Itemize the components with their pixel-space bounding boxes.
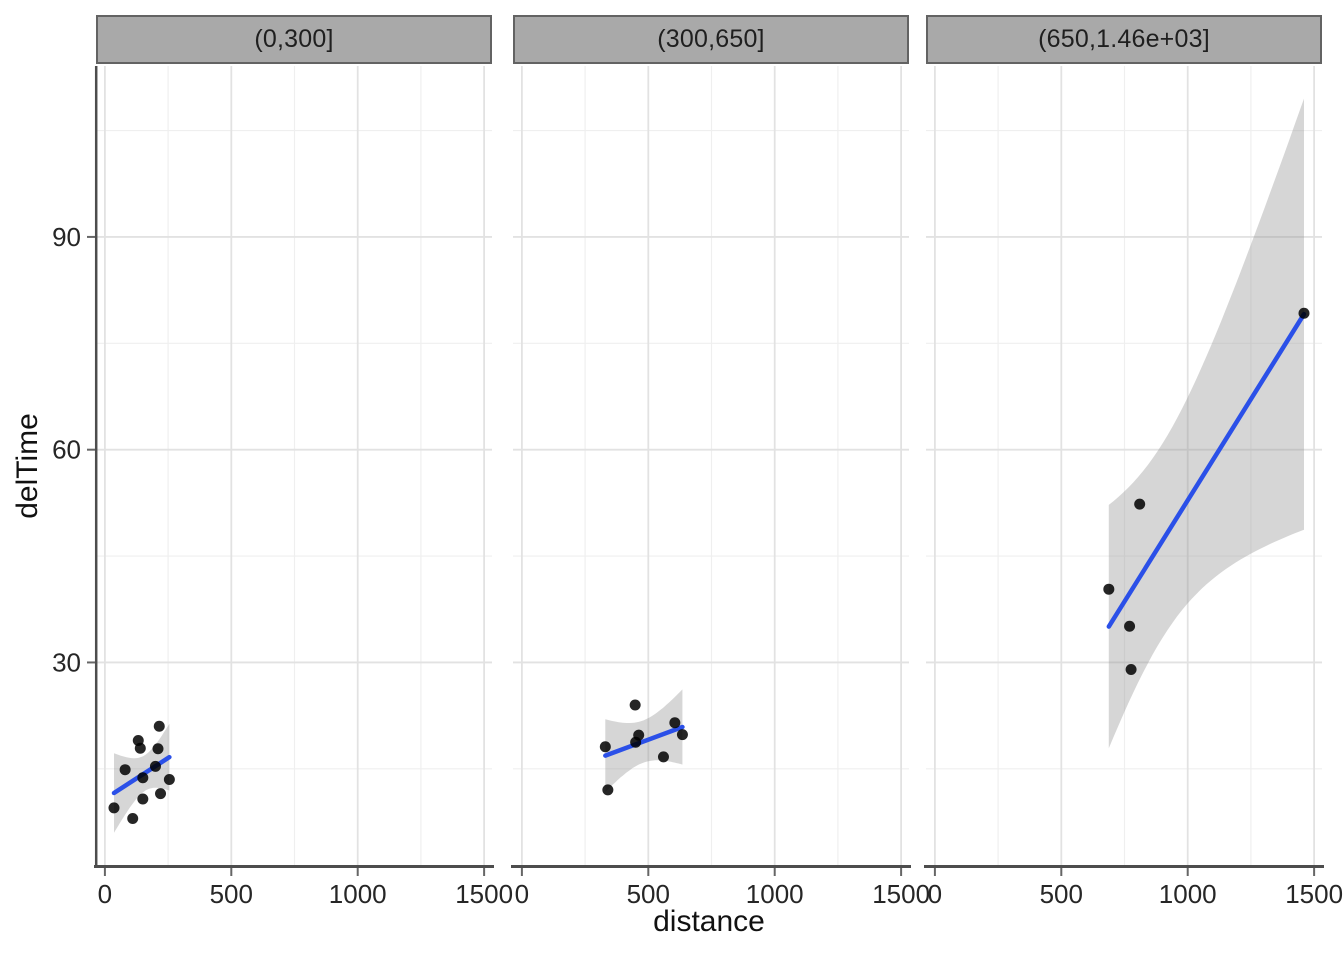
data-point (134, 742, 146, 754)
facet-strip-3: (650,1.46e+03] (926, 15, 1322, 64)
data-point (599, 741, 611, 753)
facet-strip-2: (300,650] (513, 15, 909, 64)
data-point (108, 802, 120, 814)
x-tick-label: 500 (210, 879, 253, 909)
data-point (152, 743, 164, 755)
data-point (155, 788, 167, 800)
x-tick-label: 1000 (329, 879, 387, 909)
data-point (137, 772, 149, 784)
y-tick-label: 30 (52, 647, 81, 677)
data-point (1103, 583, 1115, 595)
data-point (1134, 498, 1146, 510)
x-tick-label: 500 (1040, 879, 1083, 909)
x-tick-label: 1500 (1285, 879, 1343, 909)
y-tick-label: 60 (52, 435, 81, 465)
facet-strip-1-label: (0,300] (254, 25, 334, 53)
x-tick-label: 1000 (746, 879, 804, 909)
confidence-ribbon (1108, 98, 1304, 749)
data-point (657, 751, 669, 763)
data-point (127, 812, 139, 824)
data-point (149, 760, 161, 772)
data-point (1124, 620, 1136, 632)
data-point (163, 773, 175, 785)
data-point (119, 764, 131, 776)
x-tick-label: 0 (98, 879, 112, 909)
x-tick-label: 500 (627, 879, 670, 909)
data-point (602, 784, 614, 796)
x-axis-title: distance (653, 905, 765, 938)
x-tick-label: 1000 (1159, 879, 1217, 909)
x-tick-label: 1500 (455, 879, 513, 909)
data-point (1125, 664, 1137, 676)
facet-strip-1: (0,300] (96, 15, 492, 64)
x-tick-label: 1500 (872, 879, 930, 909)
x-tick-label: 0 (515, 879, 529, 909)
data-point (137, 793, 149, 805)
x-tick-label: 0 (928, 879, 942, 909)
data-point (630, 736, 642, 748)
data-point (676, 729, 688, 741)
facet-strip-3-label: (650,1.46e+03] (1038, 25, 1210, 53)
regression-line (1106, 311, 1307, 629)
y-tick-label: 90 (52, 222, 81, 252)
regression-line (603, 724, 685, 758)
y-axis-title: delTime (11, 413, 44, 519)
data-point (1298, 307, 1310, 319)
data-point (153, 720, 165, 732)
data-point (629, 699, 641, 711)
facet-strip-2-label: (300,650] (657, 25, 765, 53)
data-point (669, 717, 681, 729)
